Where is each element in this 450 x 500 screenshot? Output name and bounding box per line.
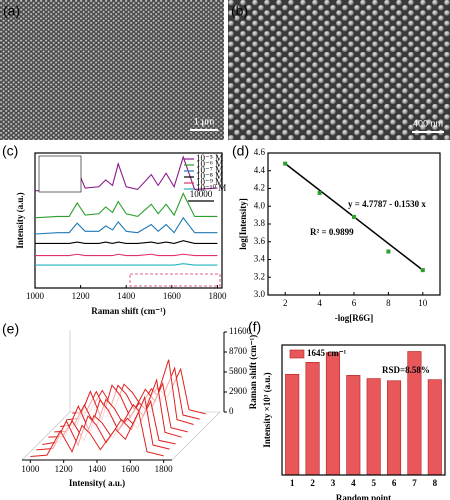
bar <box>366 378 381 476</box>
y-tick-label: 11600 <box>229 326 252 336</box>
x-tick-label: 1400 <box>117 291 136 301</box>
y-tick-label: 3.0 <box>254 289 266 299</box>
x-tick-label: 6 <box>352 298 357 308</box>
x-axis-label: Random point <box>336 493 391 500</box>
panel-label: (b) <box>231 3 248 19</box>
legend-swatch <box>289 349 305 359</box>
y-tick-label: 3.2 <box>254 271 265 281</box>
plot-frame <box>281 344 446 476</box>
annotation: RSD=8.58% <box>382 365 430 375</box>
scale-bar-label: 400 nm <box>413 118 443 128</box>
bar <box>305 362 320 476</box>
x-tick-label: 1600 <box>163 291 182 301</box>
y-axis-label: log[Intensity] <box>238 198 248 250</box>
data-point <box>420 268 425 273</box>
plot-frame <box>34 152 223 289</box>
panel-label: (d) <box>232 143 249 159</box>
x-tick-label: 1200 <box>72 291 91 301</box>
data-point <box>283 161 288 166</box>
y-axis-label: Raman shift (cm⁻¹) <box>248 335 258 409</box>
legend-label: 1645 cm⁻¹ <box>307 348 346 358</box>
bar <box>346 375 361 476</box>
data-point <box>317 190 322 195</box>
x-tick-label: 1000 <box>26 291 45 301</box>
spectrum <box>35 263 218 266</box>
legend-label: 10⁻⁷ M <box>196 165 223 175</box>
panel-label: (a) <box>3 3 20 19</box>
bar <box>325 352 340 476</box>
data-point <box>352 214 356 219</box>
x-tick-label: 1400 <box>88 464 107 474</box>
plot-frame <box>267 152 441 296</box>
sem-image-b <box>228 0 450 140</box>
y-tick-label: 4.2 <box>254 183 265 193</box>
x-tick-label: 8 <box>386 298 391 308</box>
y-tick-label: 5800 <box>229 366 248 376</box>
x-tick-label: 3 <box>331 478 336 488</box>
bar <box>387 380 402 476</box>
y-tick-label: 4.0 <box>254 200 266 210</box>
y-tick-label: 4.6 <box>254 147 266 157</box>
spectrum <box>35 240 218 245</box>
legend-label: 10⁻⁸ M <box>196 171 223 181</box>
x-tick-label: 1 <box>290 478 295 488</box>
x-tick-label: 1800 <box>208 291 227 301</box>
x-tick-label: 5 <box>371 478 376 488</box>
y-tick-label: 3.8 <box>254 218 266 228</box>
legend-label: 10⁻¹⁰ M <box>196 183 226 193</box>
panel-label: (f) <box>248 319 261 335</box>
x-tick-label: 1800 <box>155 464 174 474</box>
x-axis-label: Raman shift (cm⁻¹) <box>91 306 165 316</box>
fit-equation: y = 4.7787 - 0.1530 x <box>348 199 426 209</box>
y-tick-label: 4.4 <box>254 165 266 175</box>
y-tick-label: 2900 <box>229 386 248 396</box>
y-tick-label: 0 <box>229 406 234 416</box>
spectrum <box>35 253 218 257</box>
sem-image-a <box>0 0 224 140</box>
bar <box>427 379 442 476</box>
zoom-box <box>129 273 221 287</box>
x-tick-label: 10 <box>418 298 428 308</box>
x-tick-label: 2 <box>310 478 315 488</box>
x-tick-label: 6 <box>392 478 397 488</box>
x-axis-label: Intensity( a.u.) <box>69 478 125 488</box>
legend-label: 10⁻⁶ M <box>196 159 223 169</box>
legend-label: 10⁻⁵ M <box>196 153 223 163</box>
data-point <box>386 249 391 254</box>
x-tick-label: 2 <box>283 298 288 308</box>
y-axis-label: Intensity ×10³ (a.u.) <box>262 372 272 447</box>
spectrum <box>34 192 218 219</box>
panel-label: (e) <box>2 321 19 337</box>
scale-bar-label: 1 μm <box>194 116 214 126</box>
y-axis-label: Intensity (a.u.) <box>15 192 25 248</box>
x-tick-label: 8 <box>433 478 438 488</box>
y-tick-label: 3.6 <box>254 236 266 246</box>
x-tick-label: 7 <box>412 478 417 488</box>
x-tick-label: 1600 <box>121 464 140 474</box>
x-tick-label: 4 <box>351 478 356 488</box>
panel-label: (c) <box>2 143 18 159</box>
inset-box <box>38 155 82 193</box>
r-squared: R² = 0.9899 <box>310 227 354 237</box>
spectrum <box>34 216 218 235</box>
spectrum <box>30 410 164 458</box>
y-tick-label: 8700 <box>229 346 248 356</box>
y-tick-label: 3.4 <box>254 254 266 264</box>
legend-label: 10⁻⁹ M <box>196 177 223 187</box>
x-tick-label: 1000 <box>21 464 40 474</box>
x-axis-label: -log[R6G] <box>335 313 374 323</box>
x-tick-label: 1200 <box>55 464 74 474</box>
scale-bar-label: 10000 <box>190 189 213 199</box>
x-tick-label: 4 <box>317 298 322 308</box>
bar <box>285 373 300 476</box>
